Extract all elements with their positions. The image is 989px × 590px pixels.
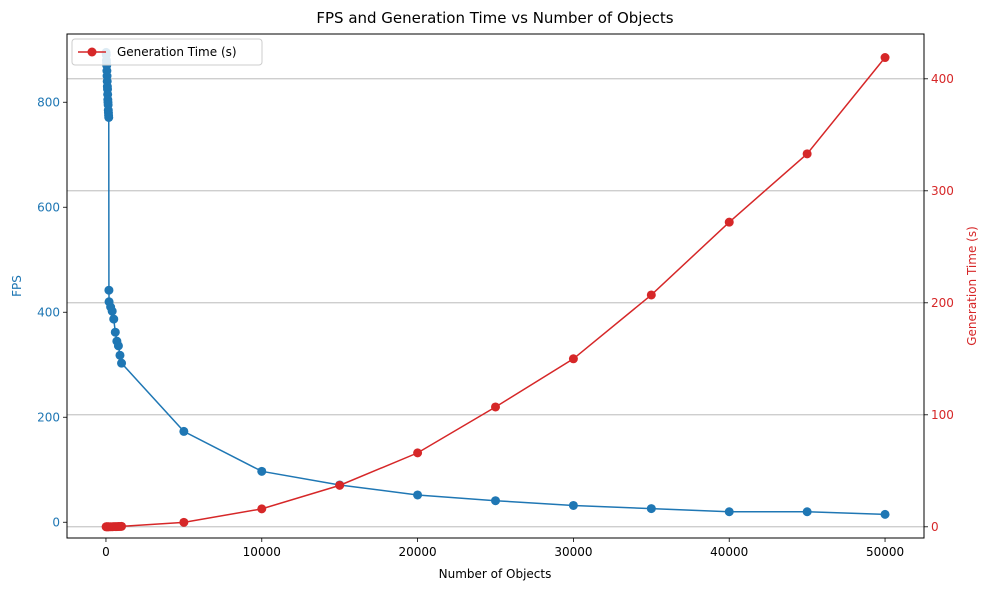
fps-point xyxy=(113,341,123,351)
fps-point xyxy=(179,426,189,436)
series-layer xyxy=(101,47,890,532)
generation-time-point xyxy=(179,517,189,527)
fps-point xyxy=(413,490,423,500)
fps-point xyxy=(109,314,119,324)
y-right-tick-label: 300 xyxy=(931,184,954,198)
fps-line xyxy=(105,52,886,516)
fps-series xyxy=(101,47,890,519)
generation-time-point xyxy=(568,354,578,364)
y-left-tick-label: 200 xyxy=(37,410,60,424)
fps-point xyxy=(115,350,125,360)
x-axis-label: Number of Objects xyxy=(439,567,552,581)
x-tick-label: 40000 xyxy=(710,545,748,559)
y-right-tick-label: 100 xyxy=(931,408,954,422)
y-axis-left-label: FPS xyxy=(10,275,24,297)
y-left-tick-label: 400 xyxy=(37,305,60,319)
fps-point xyxy=(104,285,114,295)
x-tick-label: 20000 xyxy=(398,545,436,559)
generation-time-point xyxy=(257,504,267,514)
fps-point xyxy=(257,466,267,476)
generation-time-point xyxy=(880,53,890,63)
generation-time-series xyxy=(101,53,890,532)
fps-point xyxy=(104,112,114,122)
x-tick-label: 0 xyxy=(102,545,110,559)
fps-point xyxy=(724,507,734,517)
x-tick-label: 10000 xyxy=(243,545,281,559)
fps-point xyxy=(110,327,120,337)
legend: Generation Time (s) xyxy=(71,38,263,66)
legend-label: Generation Time (s) xyxy=(117,45,237,59)
legend-box xyxy=(71,38,263,66)
grid xyxy=(67,78,924,528)
fps-point xyxy=(646,504,656,514)
y-left-tick-label: 800 xyxy=(37,95,60,109)
fps-point xyxy=(491,496,500,506)
x-tick-label: 50000 xyxy=(866,545,904,559)
x-axis: 0 10000 20000 30000 40000 50000 xyxy=(102,538,904,559)
fps-point xyxy=(568,500,578,510)
y-axis-right: 0 100 200 300 400 xyxy=(924,72,954,534)
generation-time-point xyxy=(491,402,500,412)
y-left-tick-label: 600 xyxy=(37,200,60,214)
fps-point xyxy=(802,507,812,517)
generation-time-line xyxy=(106,57,886,528)
generation-time-point xyxy=(646,290,656,300)
x-tick-label: 30000 xyxy=(554,545,592,559)
generation-time-point xyxy=(117,521,127,531)
y-right-tick-label: 400 xyxy=(931,72,954,86)
fps-point xyxy=(117,358,127,368)
plot-frame xyxy=(66,33,925,539)
generation-time-point xyxy=(335,480,345,490)
fps-point xyxy=(107,306,117,316)
y-axis-left: 0 200 400 600 800 xyxy=(37,95,67,529)
chart-title: FPS and Generation Time vs Number of Obj… xyxy=(316,9,673,27)
y-axis-right-label: Generation Time (s) xyxy=(965,226,979,346)
generation-time-point xyxy=(724,217,734,227)
generation-time-point xyxy=(802,149,812,159)
y-right-tick-label: 200 xyxy=(931,296,954,310)
y-right-tick-label: 0 xyxy=(931,520,939,534)
generation-time-point xyxy=(413,448,423,458)
y-left-tick-label: 0 xyxy=(52,515,60,529)
legend-marker xyxy=(87,47,97,57)
fps-point xyxy=(880,509,890,519)
